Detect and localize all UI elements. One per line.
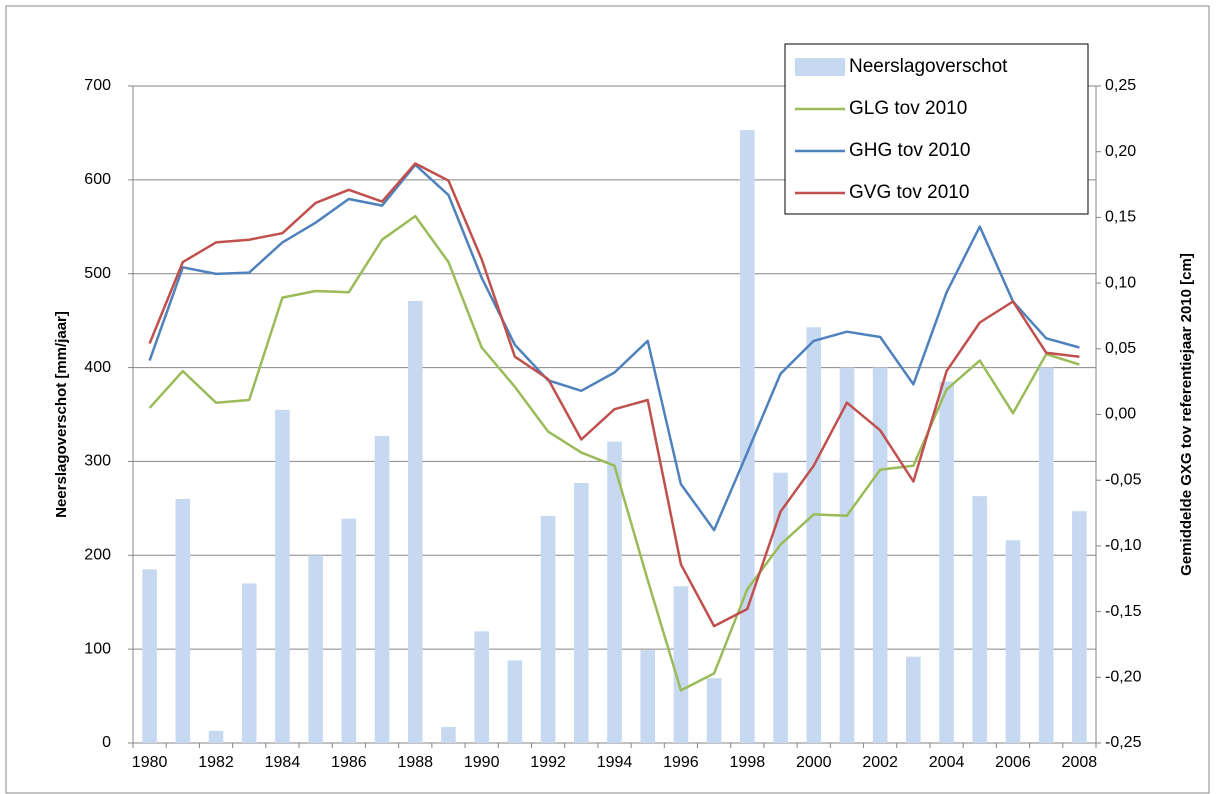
y2-tick-label: 0,05 [1105, 340, 1136, 357]
legend-swatch [795, 58, 845, 76]
bar [308, 555, 323, 743]
bar [573, 483, 589, 743]
bar [275, 409, 290, 743]
y-tick-label: 600 [84, 171, 111, 188]
bar [607, 441, 622, 743]
bar [341, 518, 357, 743]
y2-tick-label: -0,20 [1105, 669, 1142, 686]
x-tick-label: 1994 [597, 754, 633, 771]
bar [1072, 511, 1087, 743]
bar [474, 631, 489, 743]
bar [374, 436, 390, 743]
x-tick-label: 2004 [929, 754, 965, 771]
bar [142, 569, 157, 743]
bar [740, 130, 755, 743]
y2-tick-label: -0,05 [1105, 471, 1142, 488]
bar [540, 515, 556, 743]
y-tick-label: 400 [84, 359, 111, 376]
bar [175, 498, 191, 743]
legend-label: GHG tov 2010 [849, 140, 970, 161]
bar [407, 300, 423, 743]
y-tick-label: 200 [84, 547, 111, 564]
x-tick-label: 1990 [464, 754, 500, 771]
y-tick-label: 0 [102, 734, 111, 751]
line [148, 214, 1080, 692]
x-tick-label: 2002 [862, 754, 898, 771]
y-tick-label: 100 [84, 640, 111, 657]
x-tick-label: 1988 [397, 754, 433, 771]
bar [241, 583, 257, 743]
x-tick-label: 2008 [1062, 754, 1098, 771]
x-tick-label: 1980 [132, 754, 168, 771]
y2-tick-label: 0,25 [1105, 77, 1136, 94]
y2-tick-label: 0,15 [1105, 209, 1136, 226]
y2-tick-label: 0,00 [1105, 406, 1136, 423]
bar [208, 730, 224, 743]
line [148, 162, 1080, 628]
legend-label: GVG tov 2010 [849, 182, 969, 203]
bar [939, 381, 954, 743]
legend-label: GLG tov 2010 [849, 98, 967, 119]
x-tick-label: 2006 [995, 754, 1031, 771]
bar [806, 327, 822, 743]
bar [441, 727, 456, 743]
y2-tick-label: 0,20 [1105, 143, 1136, 160]
bar [706, 678, 722, 743]
bar [507, 660, 523, 743]
legend-label: Neerslagoverschot [849, 56, 1008, 77]
y2-axis-title: Gemiddelde GXG tov referentiejaar 2010 [… [1178, 253, 1195, 576]
y2-tick-label: 0,10 [1105, 274, 1136, 291]
y2-tick-label: -0,15 [1105, 603, 1142, 620]
bar [872, 367, 888, 743]
y2-tick-label: -0,25 [1105, 734, 1142, 751]
x-tick-label: 1996 [663, 754, 699, 771]
x-tick-label: 1984 [265, 754, 301, 771]
bar [972, 496, 988, 743]
bar [1038, 367, 1054, 743]
bar [1005, 540, 1021, 743]
y-tick-label: 700 [84, 77, 111, 94]
x-tick-label: 1982 [198, 754, 234, 771]
y-tick-label: 500 [84, 265, 111, 282]
bar [673, 586, 689, 743]
y2-tick-label: -0,10 [1105, 537, 1142, 554]
bar [906, 656, 921, 743]
x-tick-label: 1986 [331, 754, 367, 771]
x-tick-label: 1992 [530, 754, 566, 771]
y-axis-title: Neerslagoverschot [mm/jaar] [53, 311, 70, 518]
bar [640, 650, 656, 743]
x-tick-label: 2000 [796, 754, 832, 771]
x-tick-label: 1998 [730, 754, 766, 771]
bar [839, 367, 855, 743]
line [148, 163, 1080, 532]
y-tick-label: 300 [84, 453, 111, 470]
